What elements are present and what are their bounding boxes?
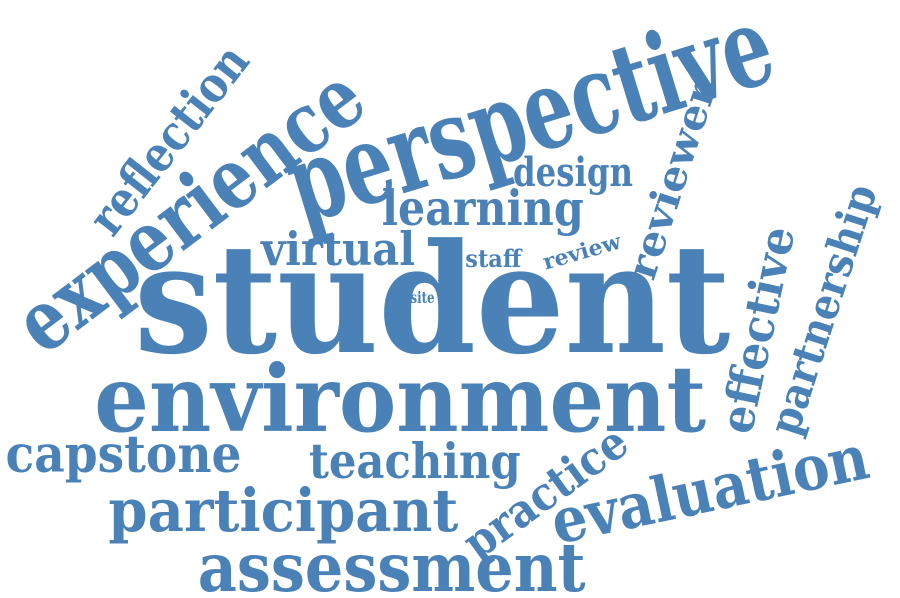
word-learning: learning — [381, 179, 585, 237]
word-assessment: assessment — [198, 528, 586, 598]
word-teaching: teaching — [309, 432, 521, 490]
word-site: site — [410, 287, 435, 307]
word-environment: environment — [94, 345, 706, 454]
word-capstone: capstone — [6, 425, 242, 486]
word-staff: staff — [465, 243, 521, 273]
word-participant: participant — [108, 476, 458, 547]
word-virtual: virtual — [260, 222, 416, 277]
word-design: design — [512, 147, 634, 196]
word-student: student — [133, 210, 731, 389]
